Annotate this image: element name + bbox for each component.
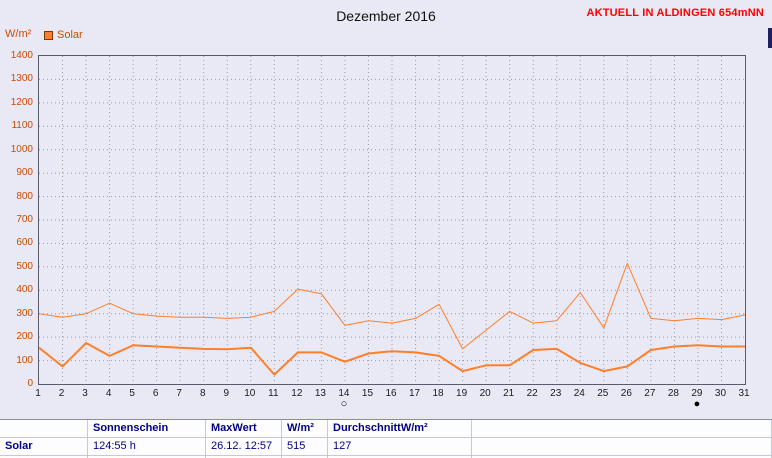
x-tick-label: 17 xyxy=(408,388,421,399)
x-tick-label: 9 xyxy=(223,388,230,399)
full-moon-icon: ○ xyxy=(340,398,348,410)
window-edge-artifact xyxy=(768,28,772,48)
solar-chart-plot-area xyxy=(38,55,746,385)
y-tick-label: 900 xyxy=(16,167,33,179)
x-tick-label: 14 xyxy=(338,388,350,399)
y-tick-label: 1100 xyxy=(11,120,33,132)
col-header-durchschnitt: DurchschnittW/m² xyxy=(328,420,472,438)
value-sonnenschein: 124:55 h xyxy=(88,438,206,456)
x-tick-label: 24 xyxy=(573,388,585,399)
y-tick-label: 100 xyxy=(16,354,33,366)
x-tick-label: 31 xyxy=(738,388,750,399)
chart-svg xyxy=(39,56,745,384)
x-tick-label: 8 xyxy=(199,388,206,399)
table-empty-cell xyxy=(282,456,328,458)
table-empty-cell xyxy=(328,456,472,458)
x-tick-label: 20 xyxy=(479,388,491,399)
series-line xyxy=(39,262,745,350)
x-tick-label: 27 xyxy=(644,388,656,399)
x-tick-label: 1 xyxy=(35,388,41,399)
table-empty-cell xyxy=(206,456,282,458)
value-maxwert: 26.12. 12:57 xyxy=(206,438,282,456)
y-tick-label: 200 xyxy=(16,331,33,343)
x-tick-label: 21 xyxy=(503,388,515,399)
x-tick-label: 22 xyxy=(526,388,538,399)
y-tick-label: 300 xyxy=(16,307,33,319)
y-tick-label: 500 xyxy=(16,260,33,272)
table-corner-cell xyxy=(0,420,88,438)
y-axis-unit-label: W/m² xyxy=(5,28,32,40)
row-label-solar: Solar xyxy=(0,438,88,456)
row-label-next: Helligkeit xyxy=(0,456,88,458)
value-durchschnitt: 127 xyxy=(328,438,472,456)
y-tick-label: 1300 xyxy=(10,73,33,85)
y-tick-label: 700 xyxy=(16,214,33,225)
col-header-wm2: W/m² xyxy=(282,420,328,438)
moon-phase-markers: ○ ● xyxy=(38,398,750,412)
y-tick-label: 1400 xyxy=(10,50,33,61)
x-tick-label: 18 xyxy=(432,388,444,399)
x-tick-label: 29 xyxy=(691,388,703,399)
x-tick-label: 2 xyxy=(58,388,65,399)
x-tick-label: 4 xyxy=(105,388,112,399)
y-axis-labels: 0 100 200 300 400 500 600 700 800 900 1000 1100 1200… xyxy=(0,50,35,389)
x-tick-label: 25 xyxy=(597,388,609,399)
y-tick-label: 400 xyxy=(16,284,33,296)
value-wm2: 515 xyxy=(282,438,328,456)
station-banner: AKTUELL IN ALDINGEN 654mNN xyxy=(586,7,764,19)
x-tick-label: 28 xyxy=(667,388,679,399)
x-tick-label: 19 xyxy=(456,388,468,399)
x-tick-label: 12 xyxy=(291,388,303,399)
table-empty-cell xyxy=(88,456,206,458)
x-tick-label: 7 xyxy=(176,388,182,399)
y-tick-label: 600 xyxy=(16,237,33,249)
series-line xyxy=(39,342,745,376)
x-tick-label: 16 xyxy=(385,388,397,399)
y-tick-label: 1200 xyxy=(10,96,33,108)
new-moon-icon: ● xyxy=(693,398,701,410)
x-tick-label: 15 xyxy=(361,388,374,399)
chart-title: Dezember 2016 xyxy=(336,8,436,24)
solar-legend-swatch-icon xyxy=(44,30,53,40)
table-empty-cell xyxy=(472,420,772,438)
x-tick-label: 26 xyxy=(620,388,632,399)
legend-label: Solar xyxy=(57,29,83,41)
x-tick-label: 11 xyxy=(268,388,279,399)
x-tick-label: 10 xyxy=(244,388,256,399)
table-empty-cell xyxy=(472,438,772,456)
y-tick-label: 800 xyxy=(16,190,33,202)
x-tick-label: 3 xyxy=(82,388,88,399)
x-tick-label: 23 xyxy=(550,388,562,399)
col-header-sonnenschein: Sonnenschein xyxy=(88,420,206,438)
summary-table: Sonnenschein MaxWert W/m² DurchschnittW/… xyxy=(0,419,772,458)
x-tick-label: 5 xyxy=(129,388,135,399)
y-tick-label: 0 xyxy=(27,378,33,389)
col-header-maxwert: MaxWert xyxy=(206,420,282,438)
x-axis-labels: 1 2 3 4 5 6 7 8 9 10 11 12 13 14 15 16 17 18 19 20 21 22 23 24 2… xyxy=(35,388,750,400)
x-tick-label: 13 xyxy=(314,388,326,399)
x-tick-label: 6 xyxy=(152,388,159,399)
legend: Solar xyxy=(44,29,83,41)
y-tick-label: 1000 xyxy=(10,143,33,155)
x-tick-label: 30 xyxy=(714,388,727,399)
